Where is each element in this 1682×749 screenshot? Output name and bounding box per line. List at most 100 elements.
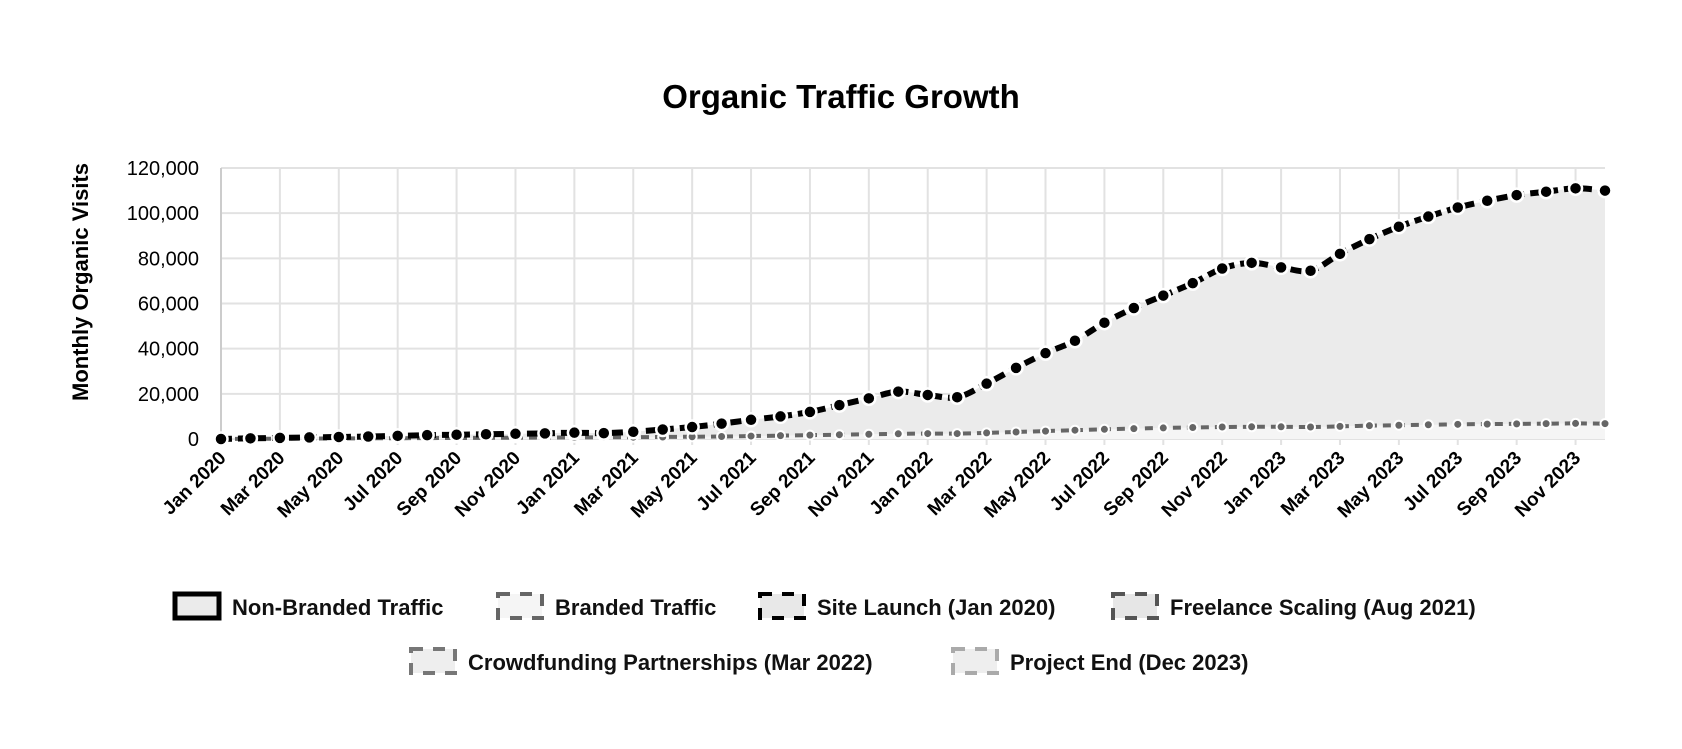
data-point [272, 430, 288, 446]
data-point [831, 397, 848, 413]
y-axis-ticks: 0 20,000 40,000 60,000 80,000 100,000 120,000 [127, 158, 199, 451]
data-point [1305, 421, 1317, 433]
legend-label: Crowdfunding Partnerships (Mar 2022) [468, 650, 873, 675]
legend: Non-Branded Traffic Branded Traffic Site L… [172, 591, 1476, 675]
data-point [863, 428, 875, 440]
data-point [1363, 420, 1375, 432]
data-point [537, 425, 553, 442]
data-point [1511, 418, 1523, 430]
data-point [1275, 421, 1287, 433]
data-point [1216, 421, 1228, 433]
y-tick-label: 0 [188, 429, 199, 451]
data-point [1246, 421, 1258, 433]
data-point [507, 426, 524, 442]
data-point [1273, 259, 1289, 276]
data-point [978, 375, 995, 392]
data-point [1393, 419, 1405, 431]
data-point [1243, 255, 1260, 271]
data-point [892, 428, 904, 440]
y-tick-label: 120,000 [127, 158, 199, 180]
legend-label: Project End (Dec 2023) [1010, 650, 1248, 675]
data-point [448, 426, 465, 443]
data-point [1098, 423, 1110, 435]
data-point [654, 421, 671, 438]
data-point [833, 429, 845, 441]
legend-item: Crowdfunding Partnerships (Mar 2022) [409, 647, 873, 675]
data-point [981, 427, 993, 439]
chart-title: Organic Traffic Growth [662, 78, 1020, 115]
data-point [1332, 246, 1348, 262]
data-point [804, 429, 816, 441]
data-point [1302, 263, 1319, 279]
data-point [1570, 417, 1582, 429]
legend-swatch [951, 647, 999, 675]
data-point [1126, 300, 1142, 316]
x-tick-label: Nov 2021 [805, 447, 879, 521]
data-point [478, 426, 494, 443]
data-point [1538, 183, 1554, 200]
data-point [1450, 199, 1466, 216]
data-point [1069, 424, 1081, 436]
data-point [861, 390, 877, 407]
data-point [213, 431, 229, 447]
data-point [713, 415, 730, 432]
y-tick-label: 40,000 [138, 339, 199, 361]
data-point [1040, 425, 1052, 437]
data-point [684, 419, 700, 435]
legend-label: Freelance Scaling (Aug 2021) [1170, 595, 1476, 620]
data-point [1037, 345, 1054, 361]
data-point [1597, 182, 1613, 199]
legend-item: Freelance Scaling (Aug 2021) [1111, 592, 1476, 620]
legend-swatch [409, 647, 457, 675]
y-tick-label: 100,000 [127, 203, 199, 225]
legend-item: Non-Branded Traffic [172, 591, 443, 621]
data-point [1334, 420, 1346, 432]
data-point [949, 389, 965, 405]
y-axis-label: Monthly Organic Visits [68, 163, 93, 401]
y-tick-label: 80,000 [138, 248, 199, 270]
data-point [1155, 287, 1172, 304]
data-point [1420, 208, 1437, 225]
data-point [919, 387, 936, 403]
legend-item: Branded Traffic [496, 592, 716, 620]
data-point [1067, 333, 1083, 349]
series-area-0 [221, 188, 1605, 439]
series-lines [213, 180, 1613, 447]
data-point [890, 383, 907, 400]
data-point [596, 425, 612, 441]
data-point [1096, 314, 1113, 331]
data-point [772, 408, 789, 425]
data-point [922, 428, 934, 440]
data-point [1599, 418, 1611, 430]
data-point [1361, 231, 1378, 247]
data-point [745, 430, 757, 442]
data-point [716, 431, 728, 443]
data-point [389, 428, 406, 444]
data-point [1128, 423, 1140, 435]
legend-label: Non-Branded Traffic [232, 595, 443, 620]
data-point [625, 424, 642, 440]
legend-item: Site Launch (Jan 2020) [758, 592, 1055, 620]
data-point [301, 429, 318, 446]
legend-swatch [172, 591, 222, 621]
data-point [1479, 192, 1495, 209]
data-point [1540, 418, 1552, 430]
data-point [1184, 275, 1201, 291]
legend-swatch [496, 592, 544, 620]
data-point [1214, 260, 1230, 277]
data-point [1452, 418, 1464, 430]
legend-label: Site Launch (Jan 2020) [817, 595, 1055, 620]
data-point [774, 430, 786, 442]
data-point [360, 428, 376, 445]
data-point [1567, 180, 1584, 197]
data-point [951, 428, 963, 440]
legend-swatch [1111, 592, 1159, 620]
y-tick-label: 20,000 [138, 384, 199, 406]
data-point [1010, 426, 1022, 438]
legend-swatch [758, 592, 806, 620]
legend-label: Branded Traffic [555, 595, 716, 620]
data-point [1157, 422, 1169, 434]
data-point [242, 430, 259, 447]
